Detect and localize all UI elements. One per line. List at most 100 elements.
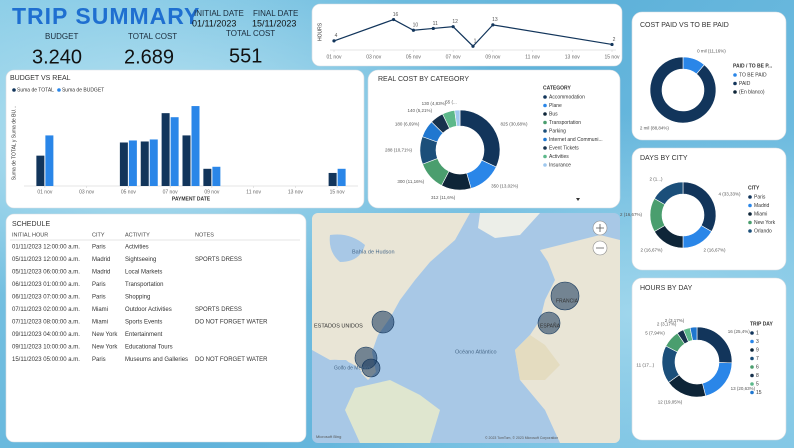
dashboard-title: TRIP SUMMARY xyxy=(12,3,200,29)
data-label: 300 (11,16%) xyxy=(397,179,424,184)
table-cell: Outdoor Activities xyxy=(125,307,172,313)
kpi-label: TOTAL COST xyxy=(128,32,177,41)
map-label: Bahía de Hudson xyxy=(352,249,395,255)
legend-label: Transportation xyxy=(549,120,581,126)
donut-slice xyxy=(649,56,717,124)
legend-label: 5 xyxy=(756,381,759,387)
bar xyxy=(182,135,191,186)
map-label: Microsoft Bing xyxy=(316,434,341,439)
data-label: 1 xyxy=(474,39,477,45)
data-label: 288 (10,71%) xyxy=(385,148,413,153)
legend-marker xyxy=(543,103,547,108)
data-label: 350 (13,02%) xyxy=(491,184,519,189)
data-label: 2 (16,67%) xyxy=(704,248,727,253)
legend-title: TRIP DAY xyxy=(750,321,773,327)
data-label: 130 (4,83%) xyxy=(422,101,447,106)
table-cell: Sports Events xyxy=(125,320,162,326)
x-tick-label: 05 nov xyxy=(406,54,422,60)
table-cell: Paris xyxy=(92,282,106,288)
x-tick-label: 13 nov xyxy=(565,54,581,60)
table-cell: Paris xyxy=(92,295,106,301)
line-panel xyxy=(311,3,623,67)
gulf xyxy=(330,359,362,381)
table-cell: Local Markets xyxy=(125,270,162,276)
table-cell: SPORTS DRESS xyxy=(195,257,242,263)
legend-label: Plane xyxy=(549,103,562,109)
table-cell: 05/11/2023 06:00:00 a.m. xyxy=(12,270,80,276)
zoom-icons xyxy=(596,224,604,249)
table-cell: Paris xyxy=(92,357,106,363)
legend-label: Internet and Communi... xyxy=(549,137,603,143)
point xyxy=(610,42,614,47)
data-label: 13 xyxy=(492,17,498,23)
south-america xyxy=(345,380,440,443)
x-tick-label: 01 nov xyxy=(326,54,342,60)
map-label: FRANCIA xyxy=(556,298,579,304)
legend-marker xyxy=(750,348,754,352)
bar xyxy=(212,166,221,186)
date-label: INITIAL DATE xyxy=(194,9,244,18)
city-bubble[interactable] xyxy=(371,310,395,334)
legend-marker xyxy=(750,356,754,361)
table-cell: 15/11/2023 05:00:00 a.m. xyxy=(12,357,80,363)
legend-marker xyxy=(750,331,754,335)
map-label: ESPAÑA xyxy=(540,322,561,329)
table-cell: DO NOT FORGET WATER xyxy=(195,357,268,363)
table-cell: Educational Tours xyxy=(125,345,173,351)
table-cell: Sightseeing xyxy=(125,257,156,263)
map-label: ESTADOS UNIDOS xyxy=(314,323,363,329)
map xyxy=(312,213,620,443)
legend-label: Orlando xyxy=(754,228,772,234)
legend-marker xyxy=(543,95,547,99)
legend-label: Miami xyxy=(754,211,767,217)
data-label: 12 xyxy=(452,19,458,25)
legend-label: Event Tickets xyxy=(549,145,579,151)
bar xyxy=(45,135,54,186)
table-cell: Paris xyxy=(92,245,106,251)
legend-label: TO BE PAID xyxy=(739,72,767,78)
legend-label: Suma de TOTAL xyxy=(17,87,54,93)
table-cell: 07/11/2023 02:00:00 a.m. xyxy=(12,307,80,313)
hours-panel xyxy=(631,277,787,441)
data-label: 312 (11,6%) xyxy=(431,195,456,200)
legend-label: Insurance xyxy=(549,162,571,168)
city-bubble[interactable] xyxy=(537,311,561,335)
city-bubble[interactable] xyxy=(550,281,580,311)
data-label: 55 (... xyxy=(445,99,457,104)
table-cell: Activities xyxy=(125,245,149,251)
legend-label: 9 xyxy=(756,347,759,353)
chart-title: COST PAID VS TO BE PAID xyxy=(640,22,729,29)
map-label: Océano Atlántico xyxy=(455,349,497,355)
legend-marker xyxy=(750,390,754,395)
data-label: 10 xyxy=(413,23,419,29)
x-tick-label: 03 nov xyxy=(79,189,95,195)
hudson-bay xyxy=(329,234,365,262)
point xyxy=(471,44,475,48)
table-cell: Transportation xyxy=(125,282,163,288)
x-axis-label: PAYMENT DATE xyxy=(172,196,211,202)
greenland xyxy=(478,213,540,238)
table-cell: SPORTS DRESS xyxy=(195,307,242,313)
x-tick-label: 07 nov xyxy=(163,189,179,195)
kpi-label: TOTAL COST xyxy=(226,29,275,38)
legend-marker xyxy=(12,88,16,92)
chart-title: DAYS BY CITY xyxy=(640,155,688,162)
legend-label: 8 xyxy=(756,373,759,379)
legend-marker xyxy=(750,373,754,378)
data-label: 4 (33,33%) xyxy=(719,192,742,197)
bar xyxy=(328,172,337,186)
legend-label: (En blanco) xyxy=(739,89,765,95)
bar xyxy=(203,168,212,186)
date-value: 15/11/2023 xyxy=(252,18,296,28)
data-label: 13 (20,63%) xyxy=(731,386,756,391)
x-tick-label: 13 nov xyxy=(288,189,304,195)
data-label: 16 (25,4%) xyxy=(728,329,751,334)
sahara xyxy=(515,335,560,380)
point xyxy=(332,39,336,43)
x-tick-label: 09 nov xyxy=(204,189,220,195)
x-tick-label: 15 nov xyxy=(330,189,346,195)
city-bubble[interactable] xyxy=(361,358,381,378)
point xyxy=(411,28,416,32)
data-label: 16 xyxy=(393,12,399,18)
data-label: 5 (7,94%) xyxy=(645,331,665,336)
